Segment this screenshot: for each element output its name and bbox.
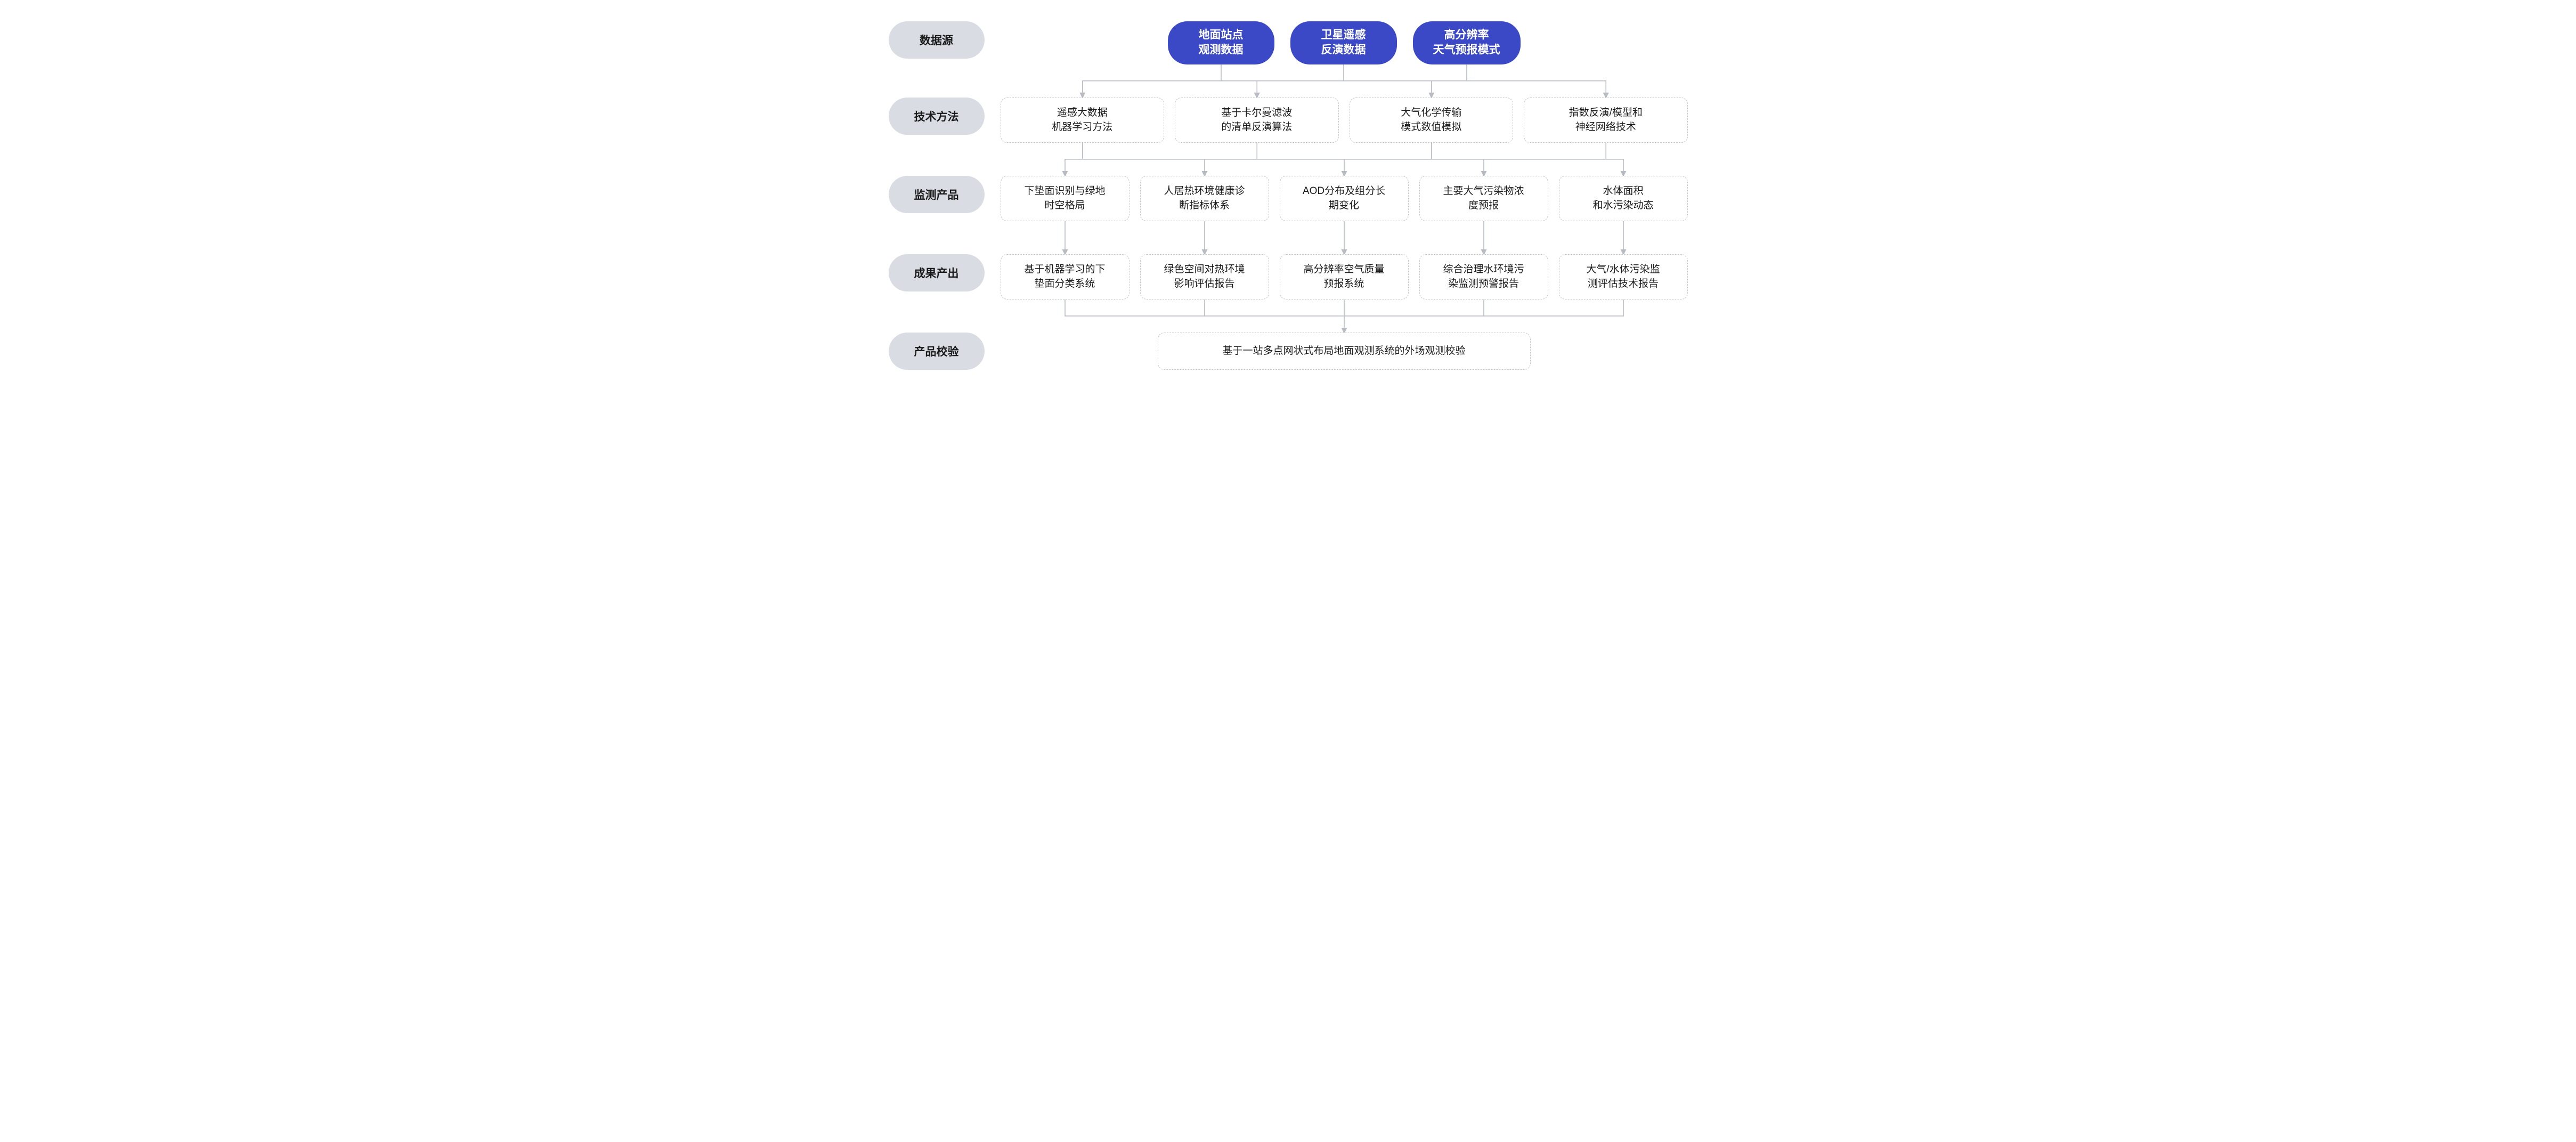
node-line: 机器学习方法 [1011, 120, 1155, 135]
node-line: 模式数值模拟 [1360, 120, 1504, 135]
node-line: 大气化学传输 [1360, 106, 1504, 120]
node-line: 高分辨率空气质量 [1290, 262, 1399, 277]
row-validation: 基于一站多点网状式布局地面观测系统的外场观测校验 [1001, 333, 1688, 370]
output-node-1: 绿色空间对热环境 影响评估报告 [1140, 254, 1269, 299]
node-line: 天气预报模式 [1433, 43, 1500, 58]
row-methods: 遥感大数据 机器学习方法 基于卡尔曼滤波 的清单反演算法 大气化学传输 模式数值… [1001, 98, 1688, 143]
node-line: 人居热环境健康诊 [1150, 184, 1259, 199]
row-label-methods: 技术方法 [889, 98, 985, 135]
node-line: 神经网络技术 [1534, 120, 1678, 135]
row-products: 下垫面识别与绿地 时空格局 人居热环境健康诊 断指标体系 AOD分布及组分长 期… [1001, 176, 1688, 221]
row-label-products: 监测产品 [889, 176, 985, 213]
source-node-2: 高分辨率 天气预报模式 [1413, 21, 1521, 64]
node-line: 预报系统 [1290, 277, 1399, 291]
source-node-0: 地面站点 观测数据 [1168, 21, 1274, 64]
node-line: 的清单反演算法 [1185, 120, 1329, 135]
product-node-3: 主要大气污染物浓 度预报 [1419, 176, 1548, 221]
node-line: 水体面积 [1569, 184, 1678, 199]
node-line: 主要大气污染物浓 [1429, 184, 1538, 199]
node-line: 下垫面识别与绿地 [1011, 184, 1119, 199]
node-line: 断指标体系 [1150, 198, 1259, 213]
node-line: 综合治理水环境污 [1429, 262, 1538, 277]
row-label-outputs: 成果产出 [889, 254, 985, 291]
node-line: 反演数据 [1311, 43, 1377, 58]
product-node-0: 下垫面识别与绿地 时空格局 [1001, 176, 1129, 221]
node-line: 基于机器学习的下 [1011, 262, 1119, 277]
node-line: 遥感大数据 [1011, 106, 1155, 120]
node-line: 垫面分类系统 [1011, 277, 1119, 291]
method-node-2: 大气化学传输 模式数值模拟 [1350, 98, 1514, 143]
node-line: 绿色空间对热环境 [1150, 262, 1259, 277]
output-node-2: 高分辨率空气质量 预报系统 [1280, 254, 1409, 299]
product-node-1: 人居热环境健康诊 断指标体系 [1140, 176, 1269, 221]
validation-node: 基于一站多点网状式布局地面观测系统的外场观测校验 [1158, 333, 1531, 370]
row-outputs: 基于机器学习的下 垫面分类系统 绿色空间对热环境 影响评估报告 高分辨率空气质量… [1001, 254, 1688, 299]
product-node-4: 水体面积 和水污染动态 [1559, 176, 1688, 221]
node-line: 大气/水体污染监 [1569, 262, 1678, 277]
node-line: 测评估技术报告 [1569, 277, 1678, 291]
method-node-1: 基于卡尔曼滤波 的清单反演算法 [1175, 98, 1339, 143]
source-node-1: 卫星遥感 反演数据 [1290, 21, 1397, 64]
node-line: 基于卡尔曼滤波 [1185, 106, 1329, 120]
node-line: 高分辨率 [1433, 28, 1500, 43]
method-node-3: 指数反演/模型和 神经网络技术 [1524, 98, 1688, 143]
method-node-0: 遥感大数据 机器学习方法 [1001, 98, 1165, 143]
output-node-0: 基于机器学习的下 垫面分类系统 [1001, 254, 1129, 299]
row-sources: 地面站点 观测数据 卫星遥感 反演数据 高分辨率 天气预报模式 [1001, 21, 1688, 64]
row-label-sources: 数据源 [889, 21, 985, 59]
node-line: 染监测预警报告 [1429, 277, 1538, 291]
output-node-3: 综合治理水环境污 染监测预警报告 [1419, 254, 1548, 299]
output-node-4: 大气/水体污染监 测评估技术报告 [1559, 254, 1688, 299]
node-line: 基于一站多点网状式布局地面观测系统的外场观测校验 [1168, 344, 1521, 359]
row-label-validation: 产品校验 [889, 333, 985, 370]
node-line: AOD分布及组分长 [1290, 184, 1399, 199]
node-line: 地面站点 [1188, 28, 1254, 43]
node-line: 指数反演/模型和 [1534, 106, 1678, 120]
node-line: 观测数据 [1188, 43, 1254, 58]
node-line: 度预报 [1429, 198, 1538, 213]
node-line: 期变化 [1290, 198, 1399, 213]
node-line: 时空格局 [1011, 198, 1119, 213]
node-line: 卫星遥感 [1311, 28, 1377, 43]
product-node-2: AOD分布及组分长 期变化 [1280, 176, 1409, 221]
node-line: 和水污染动态 [1569, 198, 1678, 213]
node-line: 影响评估报告 [1150, 277, 1259, 291]
